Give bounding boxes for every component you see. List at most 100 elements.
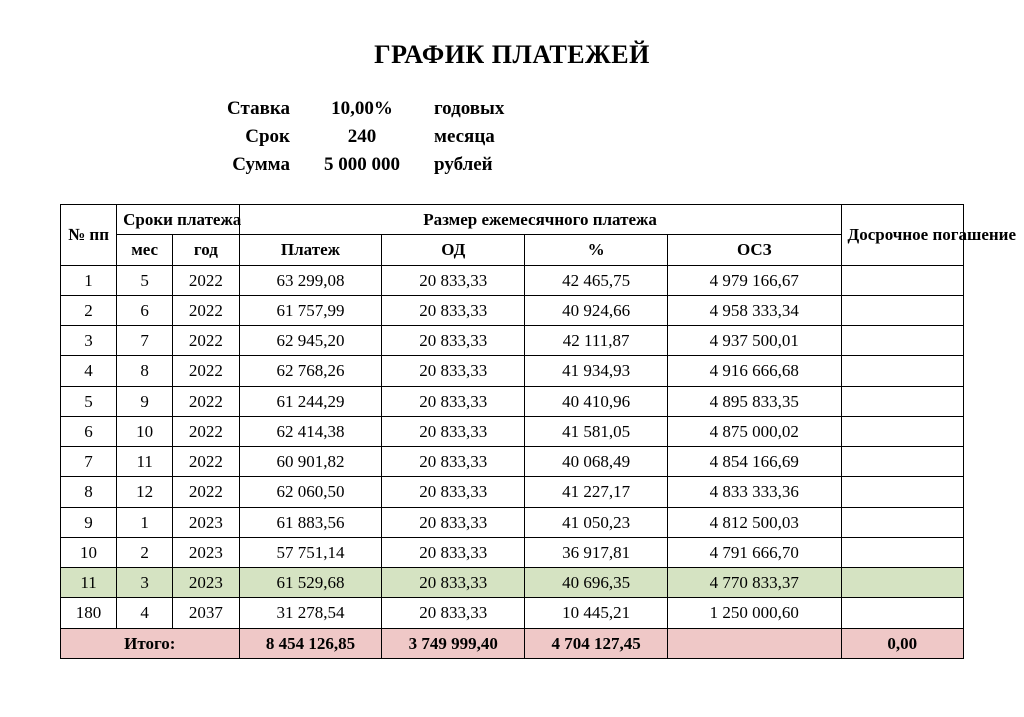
cell-od: 20 833,33 — [382, 265, 525, 295]
cell-osz: 4 937 500,01 — [668, 326, 841, 356]
cell-dosr — [841, 265, 963, 295]
cell-mes: 3 — [117, 568, 173, 598]
cell-npp: 1 — [61, 265, 117, 295]
cell-od: 20 833,33 — [382, 507, 525, 537]
table-row: 26202261 757,9920 833,3340 924,664 958 3… — [61, 295, 964, 325]
table-row: 48202262 768,2620 833,3341 934,934 916 6… — [61, 356, 964, 386]
cell-mes: 10 — [117, 416, 173, 446]
cell-dosr — [841, 416, 963, 446]
cell-od: 20 833,33 — [382, 416, 525, 446]
payments-table: № пп Сроки платежа Размер ежемесячного п… — [60, 204, 964, 659]
cell-osz: 4 833 333,36 — [668, 477, 841, 507]
cell-god: 2022 — [173, 356, 239, 386]
table-row: 102202357 751,1420 833,3336 917,814 791 … — [61, 537, 964, 567]
cell-mes: 4 — [117, 598, 173, 628]
cell-dosr — [841, 386, 963, 416]
cell-osz: 4 875 000,02 — [668, 416, 841, 446]
th-razmer: Размер ежемесячного платежа — [239, 205, 841, 235]
cell-god: 2022 — [173, 477, 239, 507]
cell-mes: 6 — [117, 295, 173, 325]
total-osz — [668, 628, 841, 658]
cell-god: 2022 — [173, 416, 239, 446]
cell-osz: 4 958 333,34 — [668, 295, 841, 325]
cell-osz: 4 854 166,69 — [668, 447, 841, 477]
cell-dosr — [841, 356, 963, 386]
total-platezh: 8 454 126,85 — [239, 628, 382, 658]
cell-osz: 4 916 666,68 — [668, 356, 841, 386]
cell-npp: 3 — [61, 326, 117, 356]
cell-dosr — [841, 326, 963, 356]
cell-dosr — [841, 568, 963, 598]
sum-label: Сумма — [120, 154, 290, 176]
sum-unit: рублей — [434, 154, 964, 176]
cell-od: 20 833,33 — [382, 386, 525, 416]
cell-dosr — [841, 477, 963, 507]
cell-mes: 1 — [117, 507, 173, 537]
cell-pct: 41 934,93 — [525, 356, 668, 386]
cell-od: 20 833,33 — [382, 356, 525, 386]
cell-pct: 40 410,96 — [525, 386, 668, 416]
cell-platezh: 61 883,56 — [239, 507, 382, 537]
term-value: 240 — [302, 126, 422, 148]
rate-unit: годовых — [434, 98, 964, 120]
cell-osz: 4 770 833,37 — [668, 568, 841, 598]
cell-platezh: 62 060,50 — [239, 477, 382, 507]
cell-dosr — [841, 507, 963, 537]
cell-god: 2022 — [173, 447, 239, 477]
cell-npp: 8 — [61, 477, 117, 507]
table-row: 1804203731 278,5420 833,3310 445,211 250… — [61, 598, 964, 628]
table-row: 91202361 883,5620 833,3341 050,234 812 5… — [61, 507, 964, 537]
cell-pct: 10 445,21 — [525, 598, 668, 628]
cell-npp: 2 — [61, 295, 117, 325]
rate-label: Ставка — [120, 98, 290, 120]
table-row-total: Итого:8 454 126,853 749 999,404 704 127,… — [61, 628, 964, 658]
table-row: 812202262 060,5020 833,3341 227,174 833 … — [61, 477, 964, 507]
cell-od: 20 833,33 — [382, 447, 525, 477]
cell-platezh: 60 901,82 — [239, 447, 382, 477]
cell-osz: 4 791 666,70 — [668, 537, 841, 567]
cell-god: 2023 — [173, 568, 239, 598]
cell-pct: 40 924,66 — [525, 295, 668, 325]
cell-dosr — [841, 598, 963, 628]
cell-od: 20 833,33 — [382, 477, 525, 507]
th-platezh: Платеж — [239, 235, 382, 265]
cell-od: 20 833,33 — [382, 568, 525, 598]
cell-osz: 4 979 166,67 — [668, 265, 841, 295]
cell-osz: 4 812 500,03 — [668, 507, 841, 537]
total-od: 3 749 999,40 — [382, 628, 525, 658]
cell-mes: 8 — [117, 356, 173, 386]
th-od: ОД — [382, 235, 525, 265]
cell-osz: 4 895 833,35 — [668, 386, 841, 416]
cell-pct: 40 068,49 — [525, 447, 668, 477]
table-row: 610202262 414,3820 833,3341 581,054 875 … — [61, 416, 964, 446]
total-label: Итого: — [61, 628, 240, 658]
th-god: год — [173, 235, 239, 265]
cell-platezh: 62 414,38 — [239, 416, 382, 446]
rate-value: 10,00% — [302, 98, 422, 120]
cell-npp: 7 — [61, 447, 117, 477]
cell-pct: 41 227,17 — [525, 477, 668, 507]
cell-mes: 5 — [117, 265, 173, 295]
cell-platezh: 63 299,08 — [239, 265, 382, 295]
th-mes: мес — [117, 235, 173, 265]
cell-npp: 9 — [61, 507, 117, 537]
cell-god: 2023 — [173, 507, 239, 537]
table-row: 59202261 244,2920 833,3340 410,964 895 8… — [61, 386, 964, 416]
cell-od: 20 833,33 — [382, 326, 525, 356]
cell-pct: 41 050,23 — [525, 507, 668, 537]
total-dosr: 0,00 — [841, 628, 963, 658]
cell-npp: 11 — [61, 568, 117, 598]
th-osz: ОСЗ — [668, 235, 841, 265]
th-pct: % — [525, 235, 668, 265]
cell-dosr — [841, 447, 963, 477]
cell-god: 2037 — [173, 598, 239, 628]
cell-platezh: 31 278,54 — [239, 598, 382, 628]
cell-platezh: 62 945,20 — [239, 326, 382, 356]
cell-platezh: 61 244,29 — [239, 386, 382, 416]
cell-god: 2023 — [173, 537, 239, 567]
cell-pct: 42 111,87 — [525, 326, 668, 356]
cell-mes: 2 — [117, 537, 173, 567]
sum-value: 5 000 000 — [302, 154, 422, 176]
cell-od: 20 833,33 — [382, 295, 525, 325]
cell-mes: 11 — [117, 447, 173, 477]
